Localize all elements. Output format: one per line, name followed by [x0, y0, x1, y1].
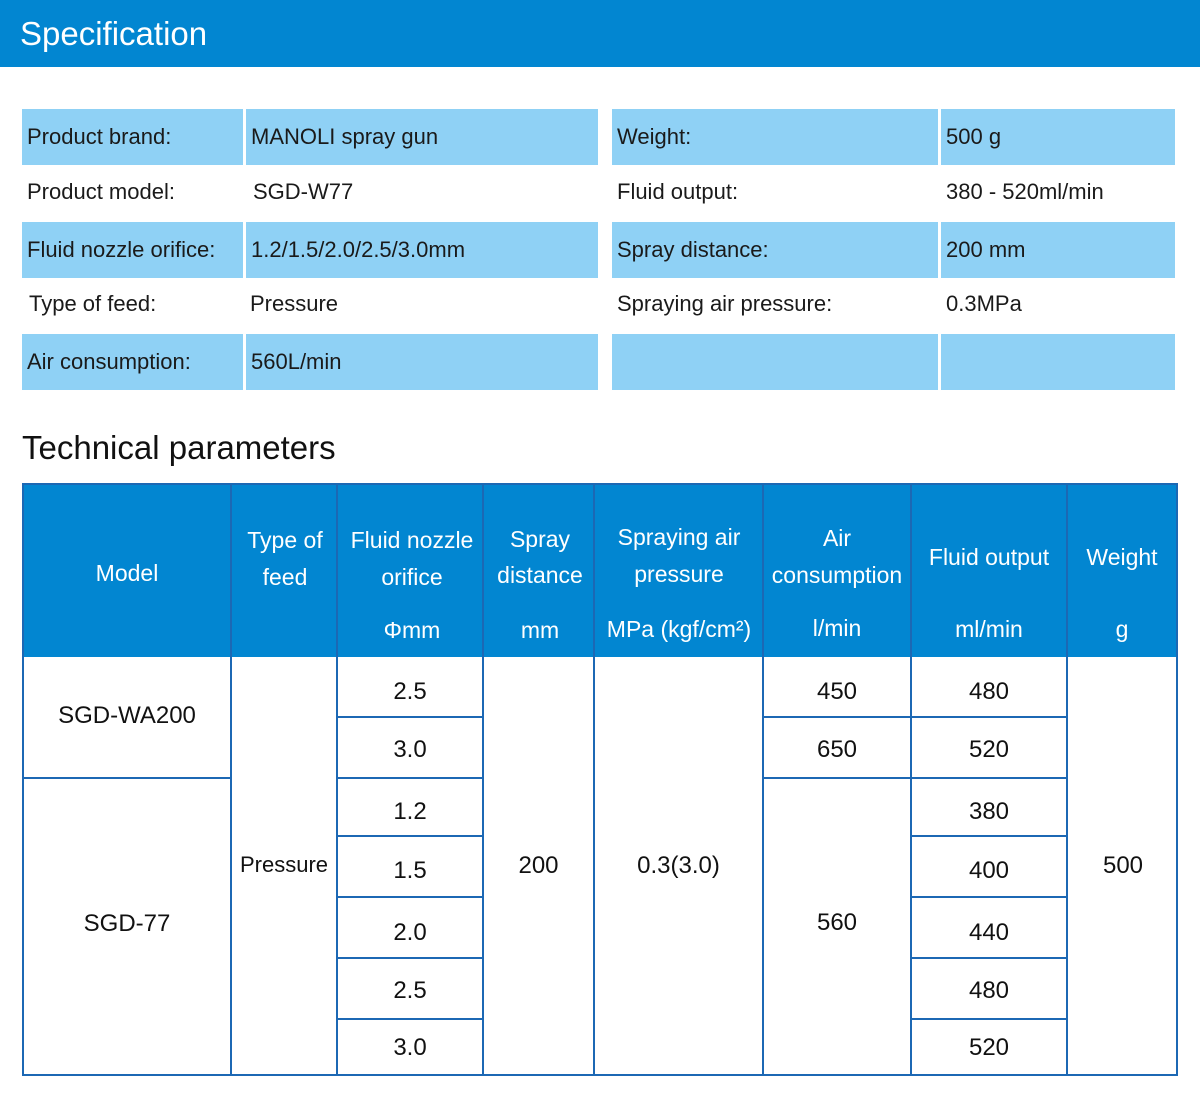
spec-value: 500 g [941, 109, 1175, 165]
nozzle-cell: 2.5 [393, 977, 427, 1004]
spec-label: Product brand: [22, 109, 243, 165]
fluid-cell: 440 [968, 919, 1010, 946]
spec-value: 200 mm [941, 222, 1175, 278]
spec-value: Pressure [250, 291, 339, 316]
spec-value: MANOLI spray gun [246, 109, 598, 165]
spec-value: SGD-W77 [253, 179, 354, 204]
header-text: Type of [247, 527, 323, 553]
technical-parameters-table: Model Type of feed Fluid nozzle orifice … [22, 483, 1178, 1076]
air-cell: 450 [816, 678, 858, 705]
column-divider [1066, 485, 1068, 1074]
section-title: Technical parameters [22, 429, 336, 466]
fluid-cell: 380 [968, 798, 1010, 825]
header-text: feed [262, 564, 308, 590]
header-text: consumption [771, 562, 903, 588]
column-divider [593, 485, 595, 1074]
nozzle-cell: 1.5 [393, 857, 427, 884]
pressure-cell: 0.3(3.0) [637, 852, 720, 879]
header-pressure: Spraying air pressure MPa (kgf/cm²) [596, 485, 762, 657]
header-text: distance [497, 562, 583, 588]
spec-label: Spraying air pressure: [617, 291, 833, 316]
spec-value: 560L/min [246, 334, 598, 390]
spec-label: Product model: [27, 179, 175, 204]
spec-value: 1.2/1.5/2.0/2.5/3.0mm [246, 222, 598, 278]
header-nozzle: Fluid nozzle orifice Φmm [340, 485, 484, 657]
row-divider [912, 896, 1066, 898]
fluid-cell: 520 [968, 1034, 1010, 1061]
spec-label: Type of feed: [29, 291, 157, 316]
header-text: Fluid nozzle [350, 527, 474, 553]
feed-cell: Pressure [239, 852, 329, 877]
row-divider [338, 896, 482, 898]
header-text: Weight [1086, 544, 1158, 570]
header-unit: l/min [812, 615, 862, 641]
spec-label: Fluid nozzle orifice: [22, 222, 243, 278]
column-divider [336, 485, 338, 1074]
row-divider [338, 1018, 482, 1020]
header-air: Air consumption l/min [764, 485, 910, 657]
header-text: orifice [381, 564, 443, 590]
header-feed: Type of feed [232, 485, 338, 657]
header-fluid: Fluid output ml/min [912, 485, 1066, 657]
fluid-cell: 400 [968, 857, 1010, 884]
row-divider [912, 835, 1066, 837]
header-text: Air [822, 525, 852, 551]
air-cell: 650 [816, 736, 858, 763]
fluid-cell: 480 [968, 678, 1010, 705]
header-banner: Specification [0, 0, 1200, 67]
row-divider [338, 716, 482, 718]
row-divider [912, 777, 1066, 779]
weight-cell: 500 [1102, 852, 1144, 879]
row-divider [764, 716, 910, 718]
header-model: Model [24, 485, 230, 657]
row-divider [338, 957, 482, 959]
nozzle-cell: 2.0 [393, 919, 427, 946]
nozzle-cell: 3.0 [393, 736, 427, 763]
header-unit: ml/min [955, 616, 1023, 642]
nozzle-cell: 1.2 [393, 798, 427, 825]
header-text: Spray [509, 526, 571, 552]
page-title: Specification [20, 15, 208, 52]
header-unit: MPa (kgf/cm²) [606, 616, 752, 642]
header-unit: mm [520, 617, 560, 643]
nozzle-cell: 3.0 [393, 1034, 427, 1061]
model-cell: SGD-77 [83, 910, 171, 937]
column-divider [762, 485, 764, 1074]
row-divider [24, 777, 230, 779]
spec-value [941, 334, 1175, 390]
spec-label: Fluid output: [617, 179, 739, 204]
spec-label [612, 334, 938, 390]
row-divider [764, 777, 910, 779]
header-text: Model [95, 560, 159, 586]
spec-label: Spray distance: [612, 222, 938, 278]
column-divider [230, 485, 232, 1074]
nozzle-cell: 2.5 [393, 678, 427, 705]
row-divider [338, 777, 482, 779]
header-text: Spraying air [617, 524, 741, 550]
header-weight: Weight g [1068, 485, 1176, 657]
row-divider [912, 1018, 1066, 1020]
spec-label: Air consumption: [22, 334, 243, 390]
model-cell: SGD-WA200 [58, 702, 196, 729]
fluid-cell: 480 [968, 977, 1010, 1004]
row-divider [912, 716, 1066, 718]
air-cell: 560 [816, 909, 858, 936]
row-divider [338, 835, 482, 837]
spec-label: Weight: [612, 109, 938, 165]
column-divider [910, 485, 912, 1074]
column-divider [482, 485, 484, 1074]
fluid-cell: 520 [968, 736, 1010, 763]
header-text: Fluid output [928, 544, 1050, 570]
distance-cell: 200 [518, 852, 559, 879]
header-unit: Φmm [383, 617, 441, 643]
header-text: pressure [634, 561, 724, 587]
header-distance: Spray distance mm [486, 485, 594, 657]
spec-value: 380 - 520ml/min [946, 179, 1104, 204]
spec-value: 0.3MPa [946, 291, 1022, 316]
row-divider [912, 957, 1066, 959]
header-unit: g [1115, 616, 1129, 642]
table-header: Model Type of feed Fluid nozzle orifice … [24, 485, 1176, 657]
